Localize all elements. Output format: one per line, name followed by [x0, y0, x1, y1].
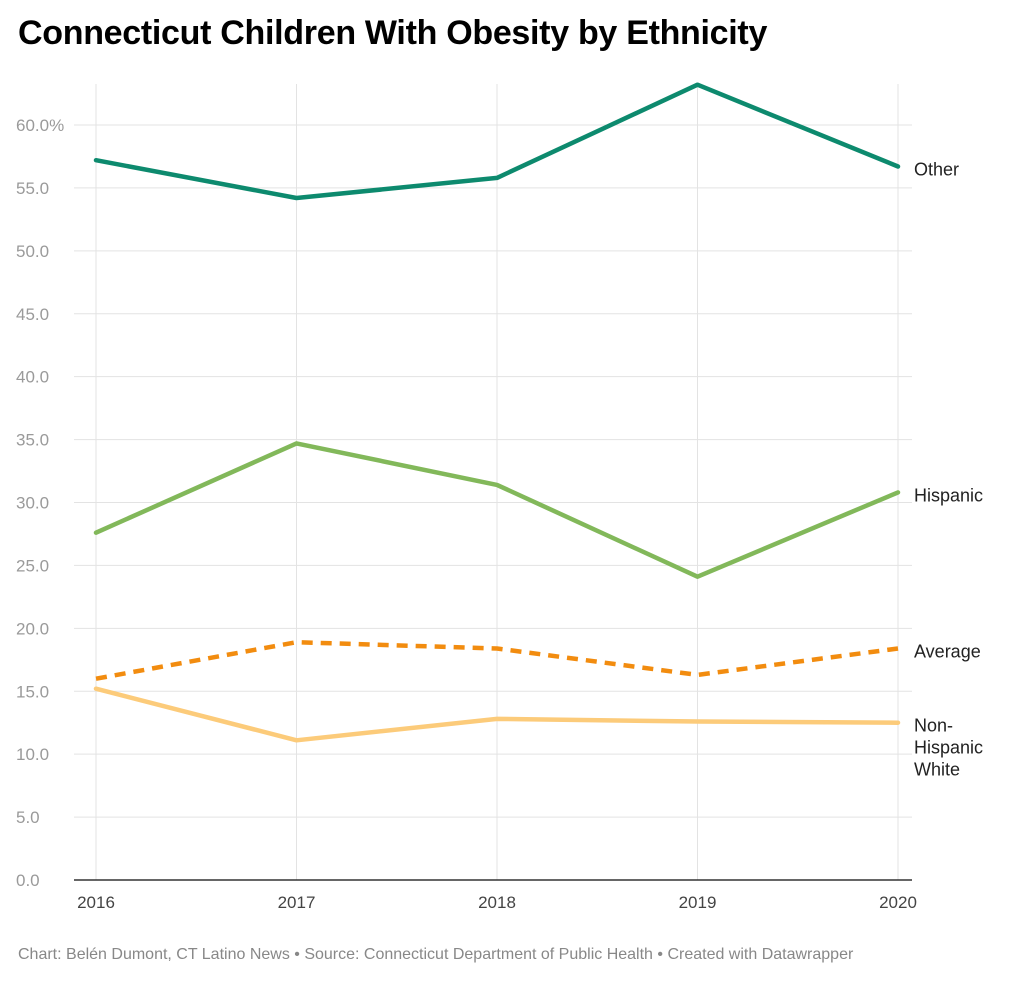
- x-tick-label: 2017: [278, 893, 316, 912]
- series-line-other: [93, 82, 901, 201]
- y-axis-ticks: 0.0 5.0 10.0 15.0 20.0 25.0 30.0 35.0 40.0 45.0 50…: [16, 116, 64, 890]
- y-tick-label: 60.0%: [16, 116, 64, 135]
- chart-footer: Chart: Belén Dumont, CT Latino News • So…: [18, 946, 854, 963]
- series-lines: [93, 82, 901, 743]
- x-tick-label: 2016: [77, 893, 115, 912]
- chart-title: Connecticut Children With Obesity by Eth…: [18, 14, 768, 52]
- x-tick-label: 2019: [679, 893, 717, 912]
- series-labels: Other Hispanic Average Non-Hispanic White: [914, 160, 983, 780]
- grid: [74, 84, 912, 881]
- series-label-non-hispanic-white: Non-Hispanic White: [914, 716, 983, 780]
- x-axis-ticks: 2016 2017 2018 2019 2020: [77, 893, 917, 912]
- y-tick-label: 15.0: [16, 682, 49, 701]
- y-tick-label: 40.0: [16, 368, 49, 387]
- x-tick-label: 2018: [478, 893, 516, 912]
- series-line-non-hispanic-white: [93, 686, 901, 743]
- y-tick-label: 5.0: [16, 808, 40, 827]
- y-tick-label: 50.0: [16, 242, 49, 261]
- line-chart: 0.0 5.0 10.0 15.0 20.0 25.0 30.0 35.0 40.0 45.0 50…: [16, 82, 983, 912]
- series-label-hispanic: Hispanic: [914, 485, 983, 505]
- x-tick-label: 2020: [879, 893, 917, 912]
- series-line-average: [95, 639, 899, 681]
- y-tick-label: 25.0: [16, 556, 49, 575]
- series-label-average: Average: [914, 641, 981, 661]
- y-tick-label: 20.0: [16, 619, 49, 638]
- series-label-other: Other: [914, 160, 959, 180]
- y-tick-label: 30.0: [16, 494, 49, 513]
- y-tick-label: 0.0: [16, 871, 40, 890]
- y-tick-label: 10.0: [16, 745, 49, 764]
- series-line-hispanic: [93, 441, 901, 579]
- y-tick-label: 55.0: [16, 179, 49, 198]
- y-tick-label: 35.0: [16, 431, 49, 450]
- y-tick-label: 45.0: [16, 305, 49, 324]
